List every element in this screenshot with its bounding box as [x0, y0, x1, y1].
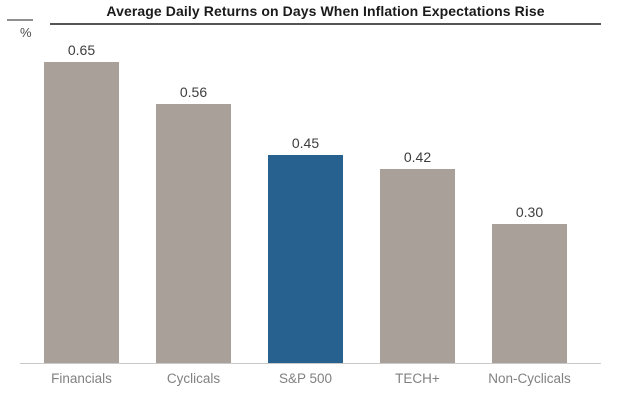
bar-value-label: 0.42 — [403, 149, 432, 165]
bar-cyclicals — [156, 104, 231, 363]
bar-financials — [44, 62, 119, 363]
category-label: Financials — [51, 371, 112, 386]
bar-value-label: 0.65 — [67, 42, 96, 58]
bar-non-cyclicals — [492, 224, 567, 363]
category-label: Non-Cyclicals — [488, 371, 571, 386]
category-label: S&P 500 — [278, 371, 333, 386]
bar-tech- — [380, 169, 455, 363]
bar-s-p-500 — [268, 155, 343, 363]
category-label: TECH+ — [395, 371, 440, 386]
bar-value-label: 0.30 — [515, 204, 544, 220]
bar-value-label: 0.45 — [291, 135, 320, 151]
x-axis-baseline — [20, 363, 601, 364]
bar-value-label: 0.56 — [179, 84, 208, 100]
y-axis-unit-label: % — [20, 25, 32, 40]
chart-title: Average Daily Returns on Days When Infla… — [50, 3, 601, 25]
category-label: Cyclicals — [166, 371, 221, 386]
top-left-tick-line — [7, 19, 33, 21]
